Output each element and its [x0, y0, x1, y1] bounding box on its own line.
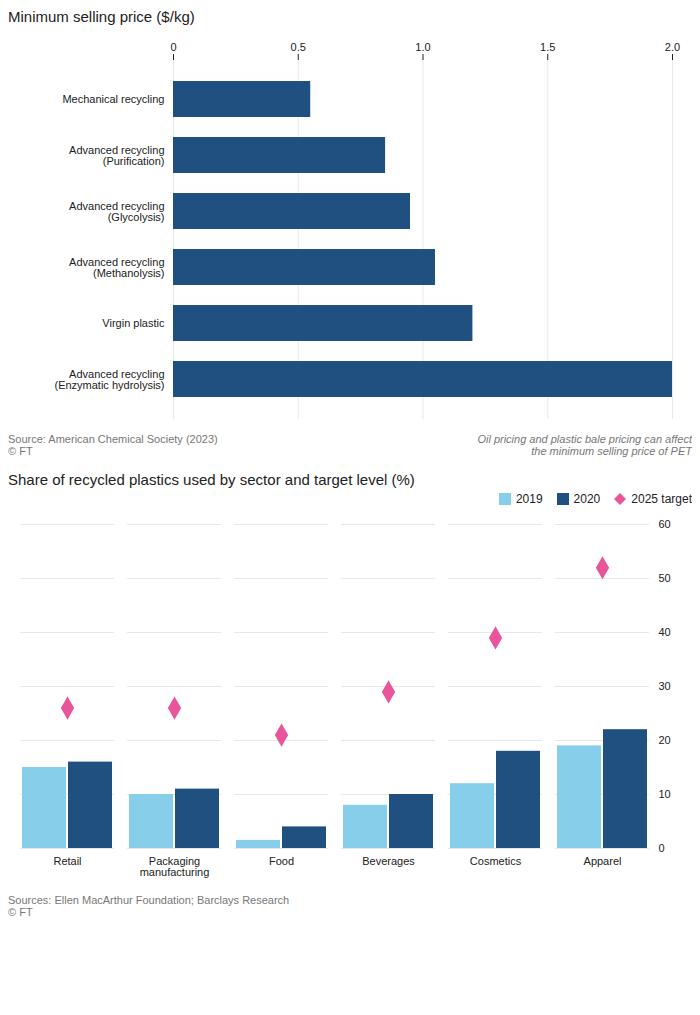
svg-text:Advanced recycling(Glycolysis): Advanced recycling(Glycolysis): [69, 200, 164, 223]
html-text:© FT: © FT: [8, 445, 33, 457]
html-text:2019: 2019: [515, 492, 543, 506]
svg-text:Apparel: Apparel: [584, 855, 622, 867]
html-text:Minimum selling price ($/kg): Minimum selling price ($/kg): [8, 8, 195, 25]
svg-text:Mechanical recycling: Mechanical recycling: [62, 93, 164, 105]
svg-text:Advanced recycling(Methanolysi: Advanced recycling(Methanolysis): [69, 256, 164, 279]
svg-text:50: 50: [659, 572, 671, 584]
svg-text:Packagingmanufacturing: Packagingmanufacturing: [140, 855, 210, 878]
svg-text:Virgin plastic: Virgin plastic: [102, 317, 165, 329]
html-text:2025 target: 2025 target: [631, 492, 692, 506]
svg-text:0: 0: [170, 41, 176, 53]
svg-text:Beverages: Beverages: [362, 855, 415, 867]
html-text:2020: 2020: [573, 492, 601, 506]
svg-text:Retail: Retail: [53, 855, 81, 867]
html-text:© FT: © FT: [8, 906, 33, 918]
html-text:the minimum selling price of P: the minimum selling price of PET: [531, 445, 692, 457]
html-text:Oil pricing and plastic bale p: Oil pricing and plastic bale pricing can…: [477, 433, 692, 445]
svg-text:0.5: 0.5: [291, 41, 306, 53]
svg-text:10: 10: [659, 788, 671, 800]
svg-text:Cosmetics: Cosmetics: [470, 855, 522, 867]
html-text:Share of recycled plastics use: Share of recycled plastics used by secto…: [8, 471, 415, 488]
svg-text:Advanced recycling(Enzymatic h: Advanced recycling(Enzymatic hydrolysis): [54, 368, 164, 391]
svg-text:40: 40: [659, 626, 671, 638]
svg-text:60: 60: [659, 518, 671, 530]
svg-text:1.0: 1.0: [415, 41, 430, 53]
html-text:Source: American Chemical Soci: Source: American Chemical Society (2023): [8, 433, 218, 445]
svg-text:Advanced recycling(Purificatio: Advanced recycling(Purification): [69, 144, 164, 167]
svg-text:30: 30: [659, 680, 671, 692]
svg-text:20: 20: [659, 734, 671, 746]
svg-text:2.0: 2.0: [665, 41, 680, 53]
html-text:Sources: Ellen MacArthur Found: Sources: Ellen MacArthur Foundation; Bar…: [8, 894, 290, 906]
svg-text:Food: Food: [269, 855, 294, 867]
svg-text:1.5: 1.5: [540, 41, 555, 53]
svg-text:0: 0: [659, 842, 665, 854]
